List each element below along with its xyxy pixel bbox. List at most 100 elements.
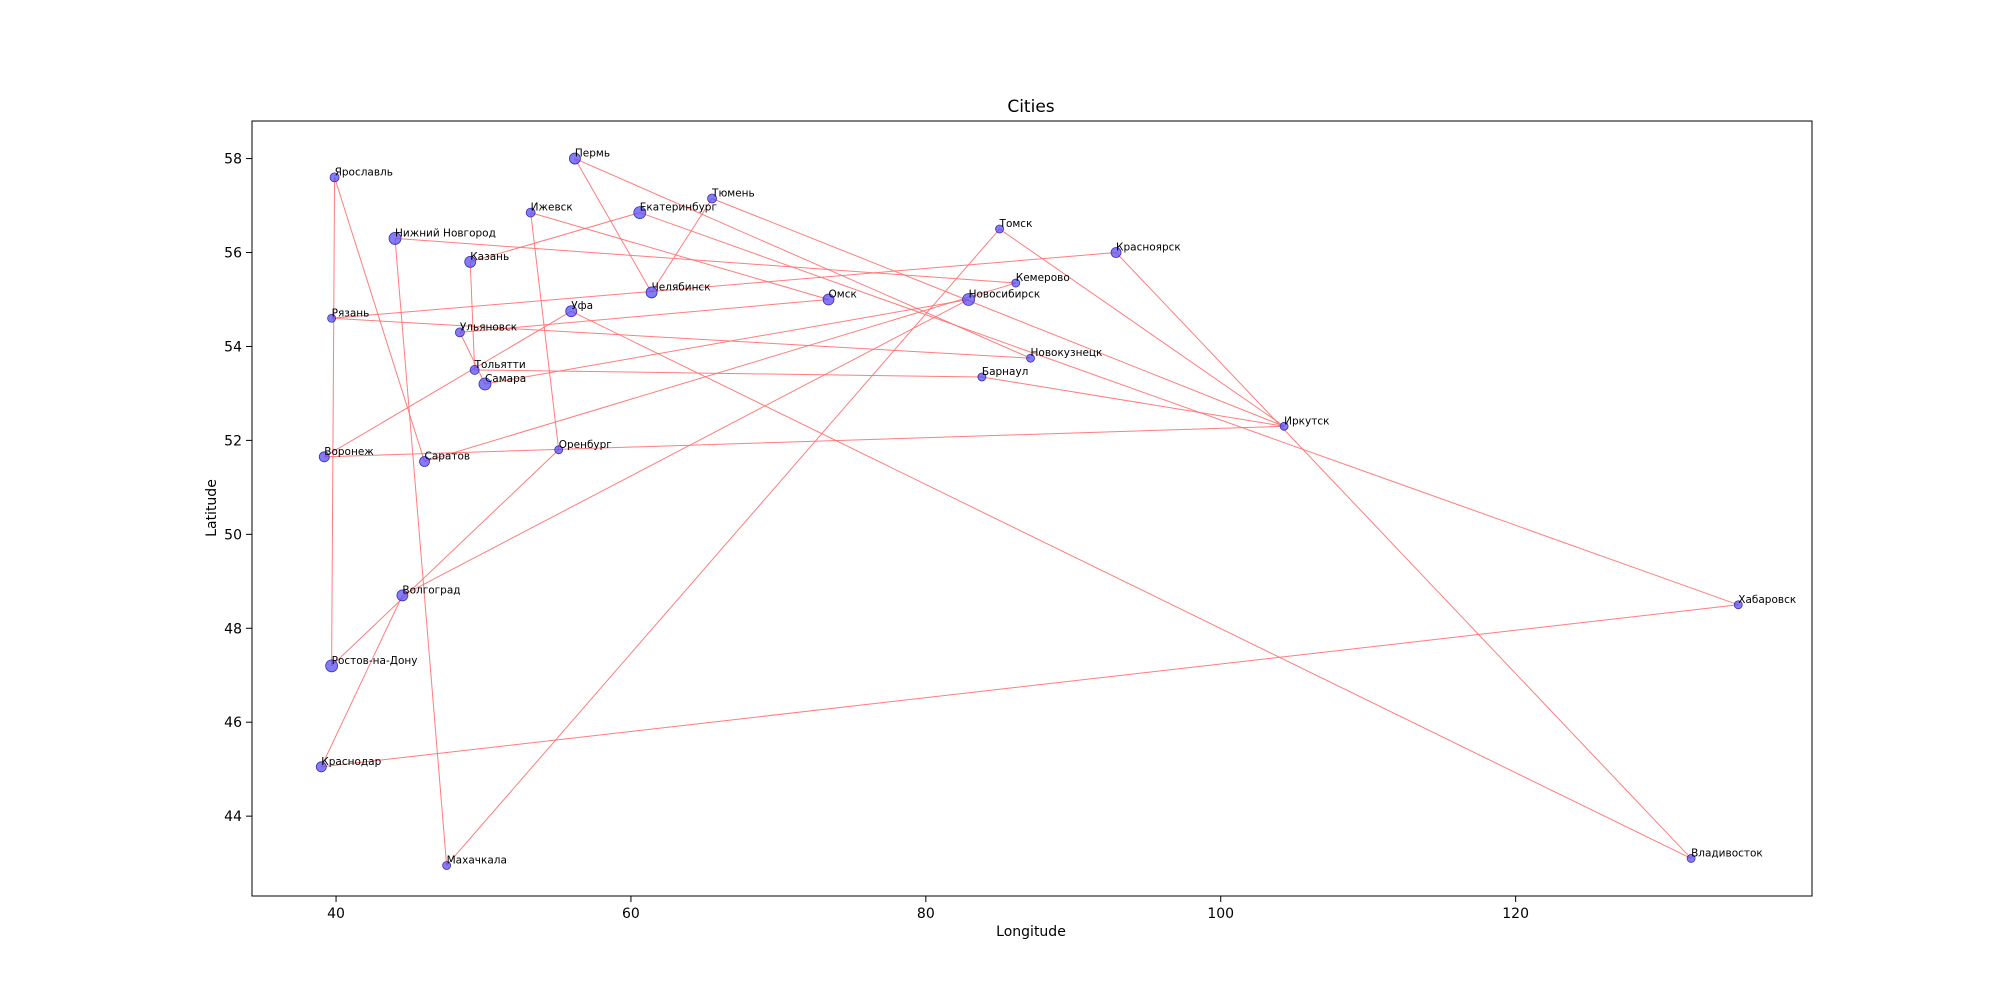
route-segment <box>321 604 1739 768</box>
x-axis-label: Longitude <box>996 924 1066 940</box>
city-label-кемерово: Кемерово <box>1016 272 1070 284</box>
city-label-тюмень: Тюмень <box>711 188 755 200</box>
route-segment <box>459 298 829 333</box>
city-label-томск: Томск <box>999 218 1033 230</box>
city-point-ярославль <box>329 172 340 183</box>
city-label-казань: Казань <box>470 251 509 263</box>
city-label-тольятти: Тольятти <box>474 359 526 371</box>
y-tick-label: 52 <box>224 433 242 449</box>
city-point-тюмень <box>707 193 717 204</box>
city-label-ижевск: Ижевск <box>531 202 573 214</box>
city-point-иркутск <box>1279 421 1289 431</box>
city-points <box>315 152 1743 870</box>
route-segment <box>424 282 1016 463</box>
city-point-рязань <box>327 313 337 323</box>
city-label-красноярск: Красноярск <box>1116 242 1181 254</box>
city-point-воронеж <box>318 451 330 463</box>
city-point-владивосток <box>1686 854 1696 863</box>
city-label-ростов-на-дону: Ростов-на-Дону <box>332 655 418 667</box>
x-tick-label: 40 <box>327 906 345 922</box>
x-tick-label: 80 <box>917 906 935 922</box>
city-point-махачкала <box>442 861 452 870</box>
city-point-омск <box>822 293 835 306</box>
city-label-новокузнецк: Новокузнецк <box>1031 347 1103 359</box>
city-point-саратов <box>419 456 430 467</box>
city-point-тольятти <box>469 365 480 375</box>
route-segment <box>331 449 560 667</box>
city-point-новосибирск <box>962 293 975 306</box>
city-point-барнаул <box>977 372 987 382</box>
route-segment <box>331 177 336 666</box>
route-segment <box>320 595 403 768</box>
city-label-оренбург: Оренбург <box>559 439 612 451</box>
y-tick-label: 46 <box>224 715 242 731</box>
city-point-ульяновск <box>455 327 465 338</box>
route-segment <box>711 198 1285 427</box>
city-point-пермь <box>569 152 581 165</box>
route-segment <box>1115 252 1692 859</box>
y-tick-label: 54 <box>224 339 242 355</box>
route-segment <box>574 158 653 293</box>
city-labels: Пермь Ярославль Тюмень Ижевск Екатеринбург То… <box>321 148 1796 867</box>
chart-title: Cities <box>1007 97 1054 117</box>
city-label-владивосток: Владивосток <box>1691 847 1763 859</box>
city-point-волгоград <box>396 589 409 602</box>
y-tick-label: 58 <box>224 152 242 168</box>
city-point-новокузнецк <box>1026 353 1035 363</box>
route-segment <box>474 369 982 378</box>
city-point-уфа <box>565 305 578 318</box>
city-point-казань <box>464 256 477 268</box>
x-tick-label: 100 <box>1207 906 1234 922</box>
city-point-хабаровск <box>1733 600 1743 610</box>
city-point-челябинск <box>645 286 658 299</box>
route-segment <box>651 198 713 293</box>
city-label-нижний-новгород: Нижний Новгород <box>395 227 496 239</box>
route-segment <box>571 310 1692 859</box>
city-label-ярославль: Ярославль <box>335 166 393 178</box>
y-axis-label: Latitude <box>204 479 220 537</box>
city-point-оренбург <box>554 445 564 455</box>
city-point-самара <box>478 377 492 391</box>
city-point-нижний-новгород <box>388 232 402 245</box>
city-point-краснодар <box>315 761 327 773</box>
route-segment <box>446 228 1000 866</box>
route-segment <box>484 298 969 385</box>
city-point-ижевск <box>525 207 536 218</box>
city-point-ростов-на-дону <box>325 659 339 673</box>
route-segment <box>470 212 640 263</box>
route-segment <box>334 177 425 462</box>
city-label-пермь: Пермь <box>575 148 610 160</box>
city-label-воронеж: Воронеж <box>324 446 374 458</box>
city-label-ульяновск: Ульяновск <box>460 321 517 333</box>
city-point-кемерово <box>1011 278 1021 288</box>
route-segment <box>999 228 1285 427</box>
city-label-самара: Самара <box>485 373 526 385</box>
route-segment <box>639 212 1739 606</box>
x-tick-label: 60 <box>622 906 640 922</box>
city-label-краснодар: Краснодар <box>321 756 381 768</box>
route-segment <box>530 212 829 300</box>
city-label-иркутск: Иркутск <box>1284 415 1329 427</box>
city-point-томск <box>995 224 1004 234</box>
city-point-екатеринбург <box>633 206 647 219</box>
route-segment <box>459 332 486 385</box>
city-label-махачкала: Махачкала <box>447 854 507 866</box>
y-tick-label: 44 <box>224 809 242 825</box>
route-segment <box>331 252 1117 319</box>
city-label-екатеринбург: Екатеринбург <box>640 202 717 214</box>
x-tick-label: 120 <box>1502 906 1529 922</box>
city-label-новосибирск: Новосибирск <box>969 288 1041 300</box>
city-label-омск: Омск <box>829 288 857 300</box>
route-segment <box>981 376 1285 427</box>
city-label-челябинск: Челябинск <box>652 281 711 293</box>
x-axis-ticks: 40 60 80 100 120 <box>327 896 1529 922</box>
city-label-саратов: Саратов <box>425 451 471 463</box>
city-label-барнаул: Барнаул <box>982 366 1029 378</box>
route-lines <box>320 158 1739 866</box>
route-segment <box>331 317 1031 359</box>
city-point-красноярск <box>1110 247 1122 258</box>
y-tick-label: 56 <box>224 246 242 262</box>
city-label-волгоград: Волгоград <box>402 584 460 596</box>
route-segment <box>574 158 1031 359</box>
